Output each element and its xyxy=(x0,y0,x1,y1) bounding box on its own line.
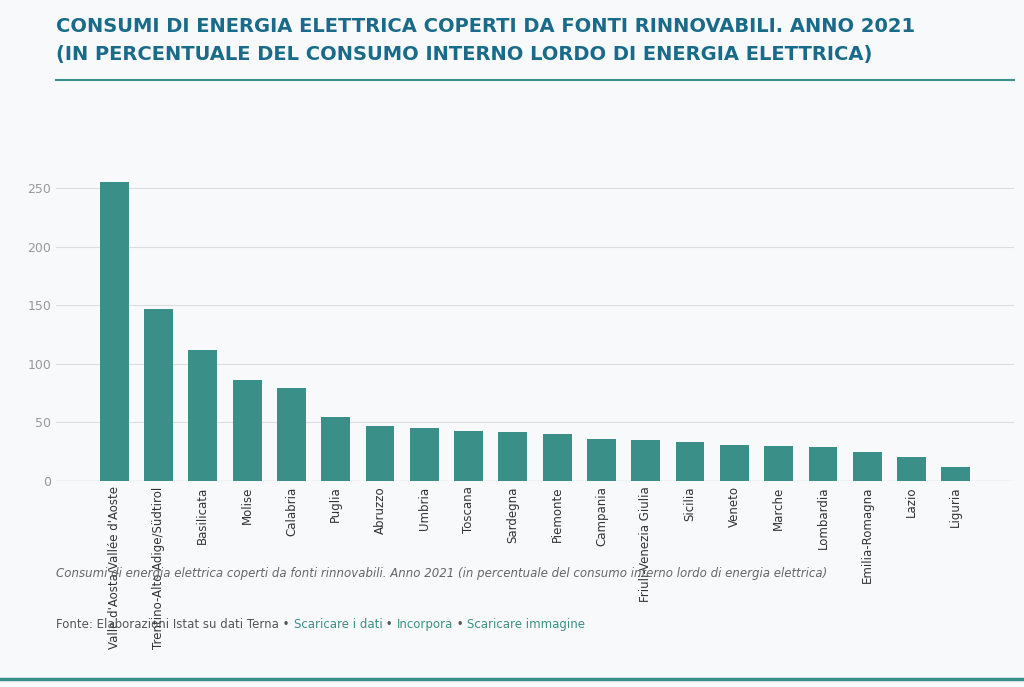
Bar xyxy=(278,388,306,481)
Bar xyxy=(809,447,838,481)
Bar xyxy=(632,440,660,481)
Bar xyxy=(543,434,571,481)
Text: Incorpora: Incorpora xyxy=(396,618,453,631)
Text: •: • xyxy=(453,618,467,631)
Bar xyxy=(897,458,926,481)
Text: Consumi di energia elettrica coperti da fonti rinnovabili. Anno 2021 (in percent: Consumi di energia elettrica coperti da … xyxy=(56,567,827,580)
Bar xyxy=(720,444,749,481)
Bar xyxy=(499,431,527,481)
Bar xyxy=(410,428,438,481)
Bar xyxy=(100,183,129,481)
Text: •: • xyxy=(382,618,396,631)
Bar xyxy=(232,380,261,481)
Bar xyxy=(144,309,173,481)
Bar xyxy=(853,451,882,481)
Bar xyxy=(366,426,394,481)
Bar xyxy=(188,350,217,481)
Text: Scaricare i dati: Scaricare i dati xyxy=(294,618,382,631)
Bar xyxy=(322,416,350,481)
Bar xyxy=(941,467,971,481)
Text: (IN PERCENTUALE DEL CONSUMO INTERNO LORDO DI ENERGIA ELETTRICA): (IN PERCENTUALE DEL CONSUMO INTERNO LORD… xyxy=(56,45,872,64)
Bar xyxy=(587,439,615,481)
Text: CONSUMI DI ENERGIA ELETTRICA COPERTI DA FONTI RINNOVABILI. ANNO 2021: CONSUMI DI ENERGIA ELETTRICA COPERTI DA … xyxy=(56,17,915,36)
Text: Scaricare immagine: Scaricare immagine xyxy=(467,618,586,631)
Bar xyxy=(764,446,793,481)
Text: Fonte: Elaborazioni Istat su dati Terna •: Fonte: Elaborazioni Istat su dati Terna … xyxy=(56,618,294,631)
Bar xyxy=(676,442,705,481)
Bar xyxy=(455,431,483,481)
